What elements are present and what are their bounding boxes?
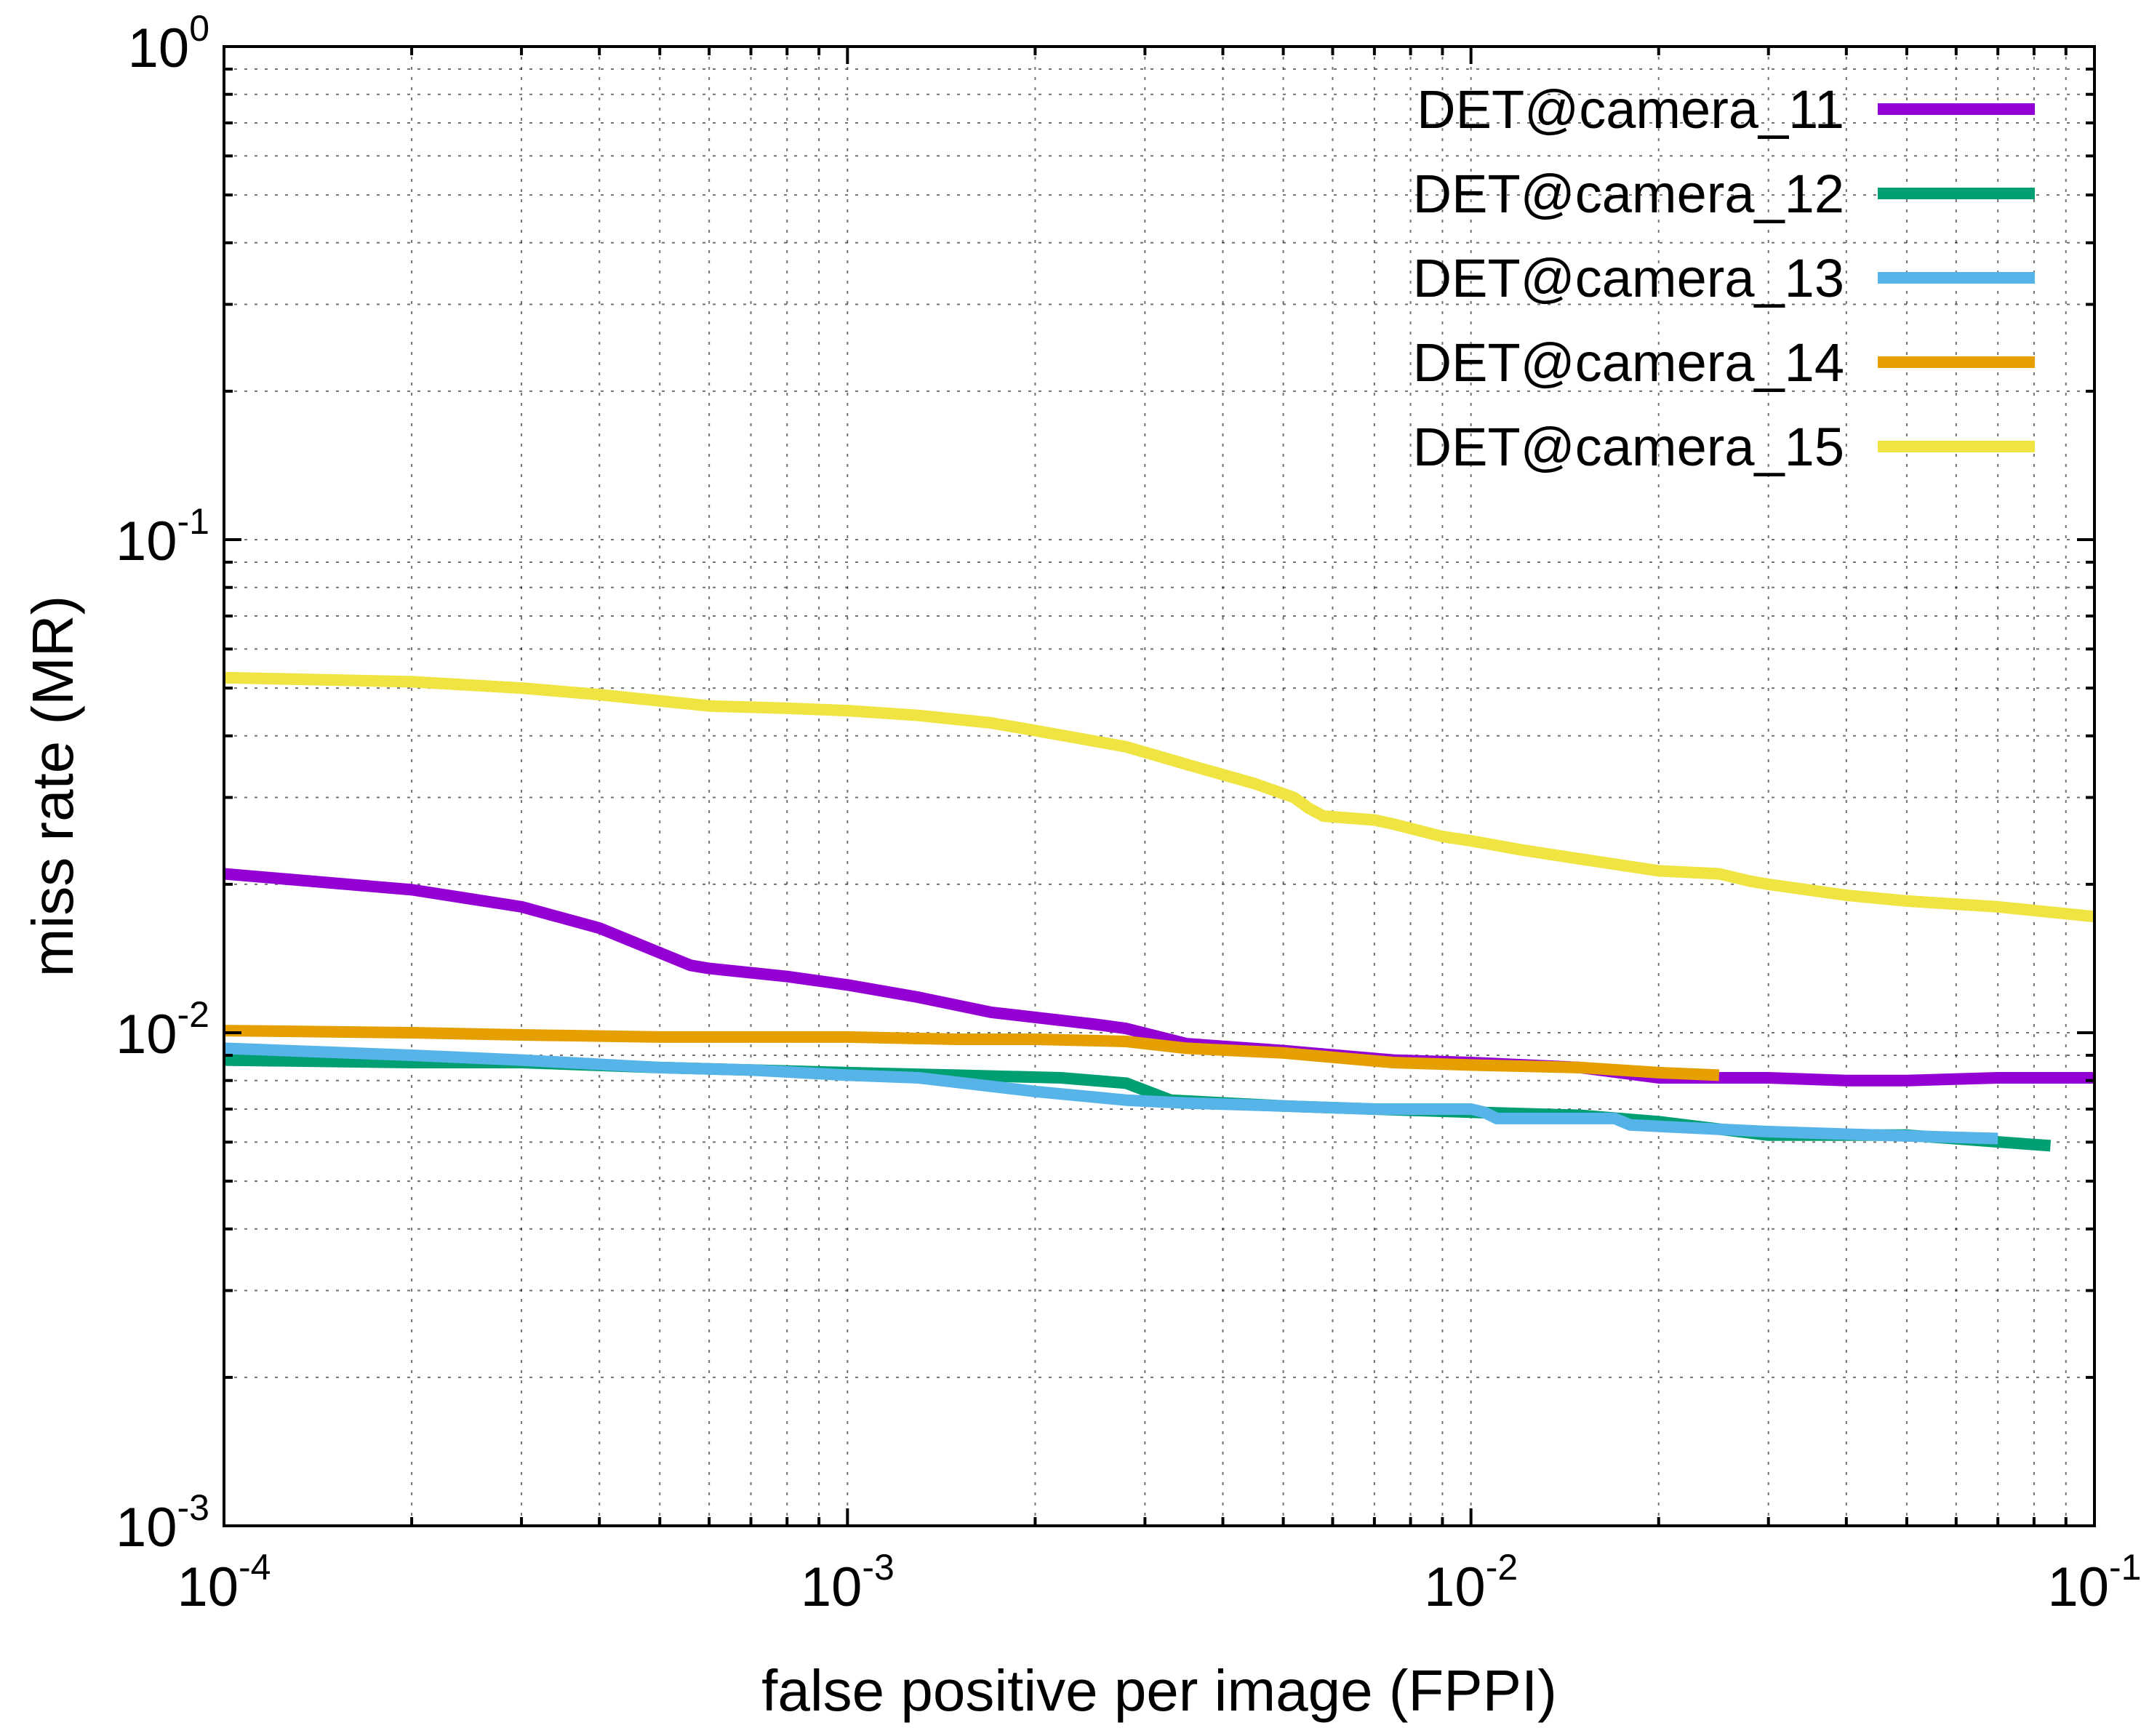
y-tick-label: 10-2	[116, 994, 209, 1065]
plot-frame	[223, 45, 2096, 1527]
y-axis-label: miss rate (MR)	[20, 596, 85, 977]
x-tick-label: 10-4	[177, 1547, 271, 1618]
legend-label: DET@camera_13	[1413, 248, 1844, 308]
legend-label: DET@camera_11	[1417, 79, 1844, 140]
series-lines	[223, 671, 2095, 1152]
series-line-5	[223, 671, 2095, 923]
x-tick-label: 10-3	[801, 1547, 895, 1618]
series-line-3	[223, 1042, 1998, 1145]
legend-label: DET@camera_14	[1413, 332, 1844, 393]
y-tick-label: 100	[128, 8, 209, 79]
y-tick-label: 10-1	[116, 501, 209, 572]
x-axis-label: false positive per image (FPPI)	[761, 1658, 1557, 1723]
x-tick-label: 10-1	[2047, 1547, 2141, 1618]
grid	[224, 47, 2094, 1526]
series-line-1	[223, 868, 2094, 1087]
series-line-4	[223, 1025, 1720, 1081]
legend-label: DET@camera_12	[1413, 164, 1844, 224]
y-tick-label: 10-3	[116, 1487, 209, 1559]
legend-label: DET@camera_15	[1413, 417, 1844, 477]
legend: DET@camera_11 DET@camera_12 DET@camera_13 D…	[1413, 79, 2035, 477]
x-tick-label: 10-2	[1424, 1547, 1518, 1618]
